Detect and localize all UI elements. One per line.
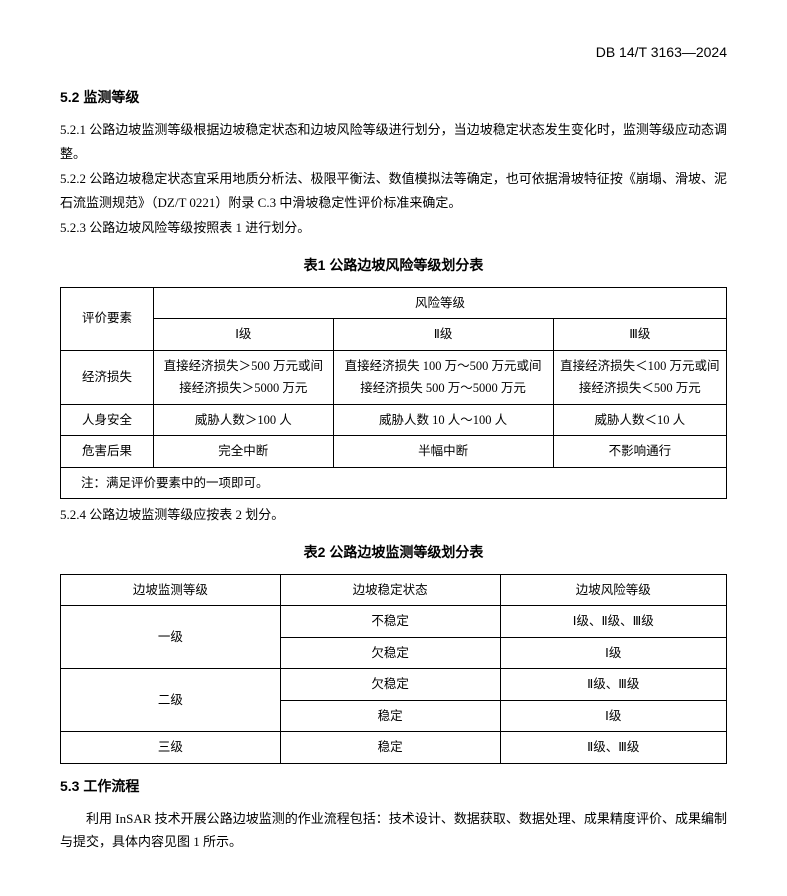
table1-safety-label: 人身安全 <box>61 404 154 436</box>
heading-5-2: 5.2 监测等级 <box>60 85 727 110</box>
table1-cons-label: 危害后果 <box>61 436 154 468</box>
table1-safety-3: 威胁人数＜10 人 <box>553 404 726 436</box>
para-5-2-4: 5.2.4 公路边坡监测等级应按表 2 划分。 <box>60 503 727 526</box>
table2-r1a-state: 不稳定 <box>280 606 500 638</box>
table1-col2: Ⅱ级 <box>333 319 553 351</box>
table1-econ-3: 直接经济损失＜100 万元或间接经济损失＜500 万元 <box>553 350 726 404</box>
table2-r1b-state: 欠稳定 <box>280 637 500 669</box>
para-5-2-1: 5.2.1 公路边坡监测等级根据边坡稳定状态和边坡风险等级进行划分，当边坡稳定状… <box>60 118 727 165</box>
table1-header-eval: 评价要素 <box>61 287 154 350</box>
table1-cons-1: 完全中断 <box>154 436 334 468</box>
table1-econ-label: 经济损失 <box>61 350 154 404</box>
document-code: DB 14/T 3163—2024 <box>60 40 727 65</box>
table2-r1b-risk: Ⅰ级 <box>500 637 726 669</box>
table2-r3-risk: Ⅱ级、Ⅲ级 <box>500 732 726 764</box>
para-5-2-2: 5.2.2 公路边坡稳定状态宜采用地质分析法、极限平衡法、数值模拟法等确定，也可… <box>60 167 727 214</box>
table2-r1a-risk: Ⅰ级、Ⅱ级、Ⅲ级 <box>500 606 726 638</box>
table2-r2b-risk: Ⅰ级 <box>500 700 726 732</box>
table2-h2: 边坡稳定状态 <box>280 574 500 606</box>
table1-econ-2: 直接经济损失 100 万～500 万元或间接经济损失 500 万～5000 万元 <box>333 350 553 404</box>
table1-note: 注：满足评价要素中的一项即可。 <box>61 467 727 499</box>
table1-cons-3: 不影响通行 <box>553 436 726 468</box>
table2-h1: 边坡监测等级 <box>61 574 281 606</box>
para-5-3-1: 利用 InSAR 技术开展公路边坡监测的作业流程包括：技术设计、数据获取、数据处… <box>60 807 727 854</box>
table1-col1: Ⅰ级 <box>154 319 334 351</box>
table2-r2a-state: 欠稳定 <box>280 669 500 701</box>
table2-r3-level: 三级 <box>61 732 281 764</box>
table1-safety-2: 威胁人数 10 人～100 人 <box>333 404 553 436</box>
table2-r2-level: 二级 <box>61 669 281 732</box>
table1-econ-1: 直接经济损失＞500 万元或间接经济损失＞5000 万元 <box>154 350 334 404</box>
table1-col3: Ⅲ级 <box>553 319 726 351</box>
table1-title: 表1 公路边坡风险等级划分表 <box>60 253 727 278</box>
table1-header-risk: 风险等级 <box>154 287 727 319</box>
table2-r2b-state: 稳定 <box>280 700 500 732</box>
heading-5-3: 5.3 工作流程 <box>60 774 727 799</box>
table2-h3: 边坡风险等级 <box>500 574 726 606</box>
para-5-2-3: 5.2.3 公路边坡风险等级按照表 1 进行划分。 <box>60 216 727 239</box>
table1-cons-2: 半幅中断 <box>333 436 553 468</box>
table2-r1-level: 一级 <box>61 606 281 669</box>
table2-r3-state: 稳定 <box>280 732 500 764</box>
table2-r2a-risk: Ⅱ级、Ⅲ级 <box>500 669 726 701</box>
table1: 评价要素 风险等级 Ⅰ级 Ⅱ级 Ⅲ级 经济损失 直接经济损失＞500 万元或间接… <box>60 287 727 500</box>
table1-safety-1: 威胁人数＞100 人 <box>154 404 334 436</box>
table2: 边坡监测等级 边坡稳定状态 边坡风险等级 一级 不稳定 Ⅰ级、Ⅱ级、Ⅲ级 欠稳定… <box>60 574 727 764</box>
table2-title: 表2 公路边坡监测等级划分表 <box>60 540 727 565</box>
